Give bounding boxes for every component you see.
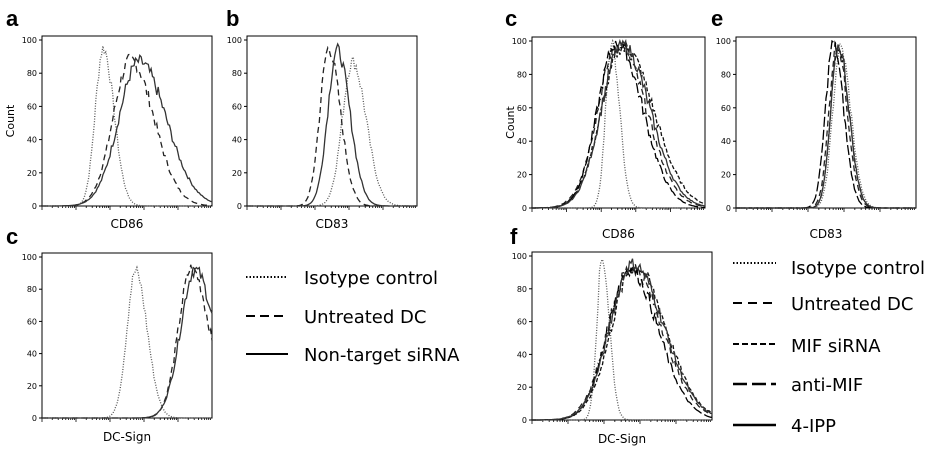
histogram-panel-5: 0 20 40 60 80 100 DC-Sign xyxy=(512,251,713,446)
y-tick-label: 80 xyxy=(232,69,242,78)
panel-letter-c-right: c xyxy=(505,6,517,31)
y-tick-label: 40 xyxy=(27,136,37,145)
y-tick-label: 40 xyxy=(517,137,527,146)
plot-frame xyxy=(531,251,713,421)
y-tick-label: 20 xyxy=(232,169,242,178)
y-tick-label: 40 xyxy=(517,350,527,359)
panel-letter-f: f xyxy=(510,224,518,249)
series-curve-shortdash xyxy=(532,41,706,209)
series-curve-dotted xyxy=(532,258,712,421)
y-tick-label: 100 xyxy=(22,253,37,262)
panel-letter-e: e xyxy=(711,6,723,31)
series-curve-solid xyxy=(532,38,706,209)
legend-label-mifsirna-right: MIF siRNA xyxy=(791,336,881,357)
y-tick-label: 20 xyxy=(517,383,527,392)
histogram-panel-1: 0 20 40 60 80 100 CD83 xyxy=(227,35,418,231)
plot-frame xyxy=(246,35,418,207)
y-axis-label: Count xyxy=(504,105,517,138)
legend-left: Isotype control Untreated DC Non-target … xyxy=(246,268,460,366)
legend-label-untreated-right: Untreated DC xyxy=(791,294,913,315)
y-tick-label: 20 xyxy=(27,169,37,178)
series-curve-solid xyxy=(42,54,213,207)
y-tick-label: 20 xyxy=(517,171,527,180)
y-axis-label: Count xyxy=(4,104,17,137)
legend-right: Isotype control Untreated DC MIF siRNA a… xyxy=(733,258,925,437)
series-curve-shortdash xyxy=(736,49,916,209)
y-tick-label: 0 xyxy=(32,202,37,211)
series-curve-longdash xyxy=(532,40,706,209)
y-tick-label: 0 xyxy=(726,204,731,213)
series-curve-dashed xyxy=(42,264,213,419)
legend-label-antimif-right: anti-MIF xyxy=(791,375,863,396)
series-curve-solid xyxy=(247,42,417,207)
y-tick-label: 0 xyxy=(32,414,37,423)
histogram-panel-3: 0 20 40 60 80 100 CD86 Count xyxy=(504,36,706,241)
legend-label-untreated-left: Untreated DC xyxy=(304,307,426,328)
y-tick-label: 100 xyxy=(227,36,242,45)
y-tick-label: 60 xyxy=(27,102,37,111)
y-tick-label: 40 xyxy=(721,137,731,146)
histogram-panel-0: 0 20 40 60 80 100 CD86 Count xyxy=(4,35,213,231)
plot-frame xyxy=(735,36,917,209)
x-axis-label: CD86 xyxy=(111,217,144,231)
x-axis-label: DC-Sign xyxy=(598,432,646,446)
series-curve-solid xyxy=(532,258,713,421)
y-tick-label: 0 xyxy=(237,202,242,211)
y-tick-label: 0 xyxy=(522,416,527,425)
legend-label-nontarget-left: Non-target siRNA xyxy=(304,345,460,366)
y-tick-label: 60 xyxy=(27,317,37,326)
y-tick-label: 60 xyxy=(517,318,527,327)
legend-label-isotype-left: Isotype control xyxy=(304,268,438,289)
legend-label-isotype-right: Isotype control xyxy=(791,258,925,279)
y-tick-label: 40 xyxy=(232,136,242,145)
y-tick-label: 60 xyxy=(721,104,731,113)
y-tick-label: 100 xyxy=(22,36,37,45)
series-curve-dashed xyxy=(42,53,213,207)
series-curve-solid xyxy=(736,44,916,209)
y-tick-label: 80 xyxy=(517,70,527,79)
x-axis-label: CD83 xyxy=(810,227,843,241)
x-axis-label: CD83 xyxy=(316,217,349,231)
y-tick-label: 0 xyxy=(522,204,527,213)
panel-letter-c-left: c xyxy=(6,224,18,249)
series-curve-dotted xyxy=(736,42,916,209)
legend-label-4ipp-right: 4-IPP xyxy=(791,416,836,437)
x-axis-label: DC-Sign xyxy=(103,430,151,444)
y-tick-label: 80 xyxy=(27,69,37,78)
y-tick-label: 60 xyxy=(517,104,527,113)
x-axis-label: CD86 xyxy=(602,227,635,241)
series-curve-dotted xyxy=(532,38,705,209)
y-tick-label: 40 xyxy=(27,350,37,359)
series-curve-shortdash xyxy=(532,263,713,421)
series-curve-dotted xyxy=(42,265,212,419)
y-tick-label: 80 xyxy=(27,285,37,294)
y-tick-label: 80 xyxy=(721,70,731,79)
series-curve-dashed xyxy=(532,42,706,209)
y-tick-label: 80 xyxy=(517,285,527,294)
panel-letter-a: a xyxy=(6,6,19,31)
plot-frame xyxy=(531,36,706,209)
histogram-panel-4: 0 20 40 60 80 100 CD83 xyxy=(716,36,917,241)
plot-frame xyxy=(41,35,213,207)
series-curve-solid xyxy=(42,266,213,419)
y-tick-label: 20 xyxy=(721,171,731,180)
series-curve-dotted xyxy=(42,45,212,207)
histogram-panel-2: 0 20 40 60 80 100 DC-Sign xyxy=(22,252,213,444)
panel-letter-b: b xyxy=(226,6,239,31)
y-tick-label: 100 xyxy=(512,252,527,261)
y-tick-label: 100 xyxy=(512,37,527,46)
y-tick-label: 60 xyxy=(232,102,242,111)
y-tick-label: 100 xyxy=(716,37,731,46)
y-tick-label: 20 xyxy=(27,382,37,391)
